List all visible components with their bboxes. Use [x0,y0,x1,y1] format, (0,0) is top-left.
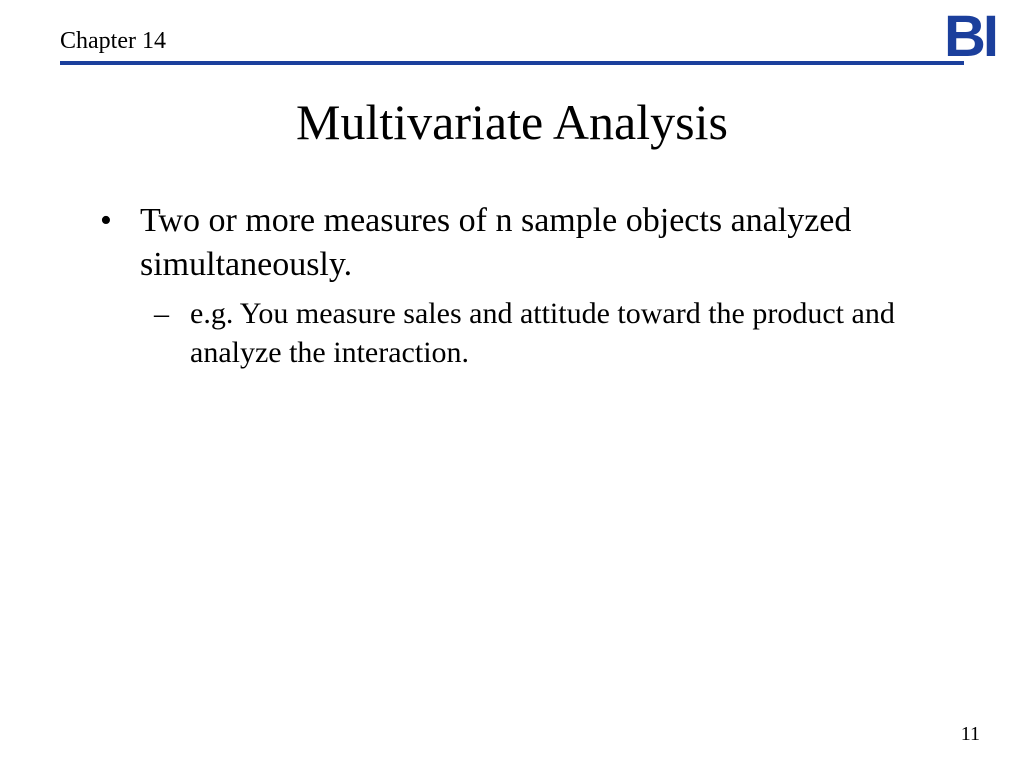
page-number: 11 [961,723,980,746]
bullet-list: Two or more measures of n sample objects… [100,199,952,372]
sub-bullet-list: e.g. You measure sales and attitude towa… [140,294,952,372]
chapter-label: Chapter 14 [60,28,964,55]
sub-bullet-text: e.g. You measure sales and attitude towa… [190,297,895,369]
slide-content: Two or more measures of n sample objects… [0,199,1024,372]
header-rule [60,61,964,65]
slide: Chapter 14 BI Multivariate Analysis Two … [0,0,1024,768]
list-item: e.g. You measure sales and attitude towa… [154,294,952,372]
slide-title: Multivariate Analysis [0,93,1024,151]
bi-logo: BI [944,8,996,66]
slide-header: Chapter 14 BI [0,0,1024,65]
list-item: Two or more measures of n sample objects… [100,199,952,372]
bullet-text: Two or more measures of n sample objects… [140,202,851,283]
